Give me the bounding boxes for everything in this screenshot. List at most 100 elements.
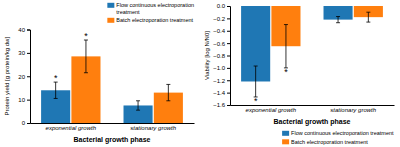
error-bar-cap: [136, 110, 140, 111]
error-bar-stem: [368, 12, 369, 22]
x-axis-title: Bacterial growth phase: [73, 136, 150, 144]
y-tick-label: −1.4: [213, 90, 226, 96]
error-bar-stem: [55, 82, 56, 98]
y-tick-label: −1.6: [213, 102, 226, 108]
y-tick-label: −0.4: [213, 28, 226, 34]
y-tick: −0.4: [213, 28, 230, 34]
error-bar-cap: [84, 72, 88, 73]
y-tick: −0.2: [213, 16, 230, 22]
y-tick: −0.8: [213, 53, 230, 59]
y-tick-mark: [227, 93, 230, 94]
y-tick-mark: [227, 43, 230, 44]
error-bar: [136, 101, 140, 110]
y-tick-mark: [27, 76, 30, 77]
axis-line: [27, 30, 31, 124]
x-axis-title: Bacterial growth phase: [273, 118, 350, 126]
y-tick: 20: [18, 74, 30, 80]
y-tick: −1.4: [213, 90, 230, 96]
annotation: *: [84, 31, 88, 41]
y-tick-label: 0: [22, 120, 26, 126]
error-bar-stem: [168, 84, 169, 100]
legend-label-line: Flow continuous electroporation treatmen…: [291, 130, 394, 136]
error-bar-stem: [138, 101, 139, 110]
x-tick-label: exponential growth: [246, 107, 297, 113]
legend-item: Flow continuous electroporationtreatment: [107, 2, 194, 15]
x-tick: stationary growth: [130, 123, 176, 131]
y-tick-label: 0.0: [217, 3, 226, 9]
legend-label: Batch electroporation treatment: [116, 17, 193, 23]
y-tick: −0.6: [213, 41, 230, 47]
panel: 0 10 20 30 40 exponential growth stationary gr…: [4, 27, 195, 144]
error-bar-cap: [284, 24, 288, 25]
y-axis-title: Viability [log N/N0]: [204, 31, 210, 80]
x-tick: exponential growth: [46, 123, 97, 131]
y-tick: 0.0: [217, 3, 230, 9]
error-bar: [366, 12, 370, 22]
y-tick-label: 10: [18, 97, 25, 103]
x-tick-label: exponential growth: [46, 125, 97, 131]
figure: 0 10 20 30 40 exponential growth stationary gr…: [0, 0, 400, 147]
y-tick-mark: [27, 53, 30, 54]
y-tick-label: 40: [18, 27, 25, 33]
y-tick: 10: [18, 97, 30, 103]
legend-label-line: Batch electroporation treatment: [291, 139, 368, 145]
y-tick-mark: [227, 18, 230, 19]
error-bar-stem: [285, 25, 286, 68]
legend-swatch: [282, 139, 289, 144]
error-bar-stem: [338, 17, 339, 23]
x-tick-label: stationary growth: [130, 125, 176, 131]
legend-item: Batch electroporation treatment: [107, 17, 193, 23]
y-tick-mark: [227, 31, 230, 32]
error-bar-cap: [54, 98, 58, 99]
y-tick-mark: [227, 6, 230, 7]
legend-item: Batch electroporation treatment: [282, 139, 368, 145]
plot-marks: [241, 6, 383, 97]
y-tick-mark: [227, 56, 230, 57]
y-tick: −1.6: [213, 102, 230, 108]
y-tick: −1.2: [213, 78, 230, 84]
y-tick-label: 20: [18, 74, 25, 80]
legend-label: Flow continuous electroporationtreatment: [116, 2, 194, 15]
y-tick: −1.0: [213, 65, 230, 71]
x-axis: exponential growth stationary growth: [31, 123, 195, 131]
error-bar-stem: [255, 66, 256, 97]
error-bar-stem: [85, 40, 86, 73]
y-tick-mark: [227, 80, 230, 81]
error-bar: [166, 84, 170, 100]
annotation: *: [284, 67, 288, 77]
legend-label: Flow continuous electroporation treatmen…: [291, 130, 394, 136]
panel: 0.0 −0.2 −0.4 −0.6 −0.8 −1.0 −1.2 −1.4 −1.6 expon…: [204, 3, 395, 126]
error-bar-cap: [166, 100, 170, 101]
y-tick: 30: [18, 50, 30, 56]
error-bar: [84, 40, 88, 73]
legend-label-line: treatment: [116, 9, 140, 15]
y-tick-label: −1.0: [213, 65, 226, 71]
legend: Flow continuous electroporation treatmen…: [282, 130, 394, 145]
legend-label: Batch electroporation treatment: [291, 139, 368, 145]
y-tick-label: −0.2: [213, 16, 226, 22]
y-tick-label: −1.2: [213, 78, 226, 84]
annotation: *: [54, 73, 58, 83]
legend-label-line: Flow continuous electroporation: [116, 2, 194, 8]
x-tick: stationary growth: [330, 105, 376, 113]
y-tick-mark: [227, 105, 230, 106]
legend-swatch: [282, 131, 289, 136]
axis-line: [227, 7, 231, 106]
y-tick-mark: [27, 30, 30, 31]
y-tick: 40: [18, 27, 30, 33]
error-bar-cap: [366, 12, 370, 13]
error-bar: [254, 66, 258, 97]
y-tick: 0: [22, 120, 30, 126]
y-tick-label: −0.8: [213, 53, 226, 59]
y-tick-mark: [227, 68, 230, 69]
legend-item: Flow continuous electroporation treatmen…: [282, 130, 394, 136]
axis-line: [31, 123, 195, 124]
error-bar-cap: [366, 22, 370, 23]
annotation: *: [254, 96, 258, 106]
y-axis-title: Protein yield [g protein/kg dw]: [4, 37, 10, 116]
legend: Flow continuous electroporationtreatment…: [107, 2, 194, 23]
legend-swatch: [107, 3, 114, 8]
error-bar-cap: [336, 22, 340, 23]
legend-label-line: Batch electroporation treatment: [116, 17, 193, 23]
error-bar-cap: [336, 16, 340, 17]
